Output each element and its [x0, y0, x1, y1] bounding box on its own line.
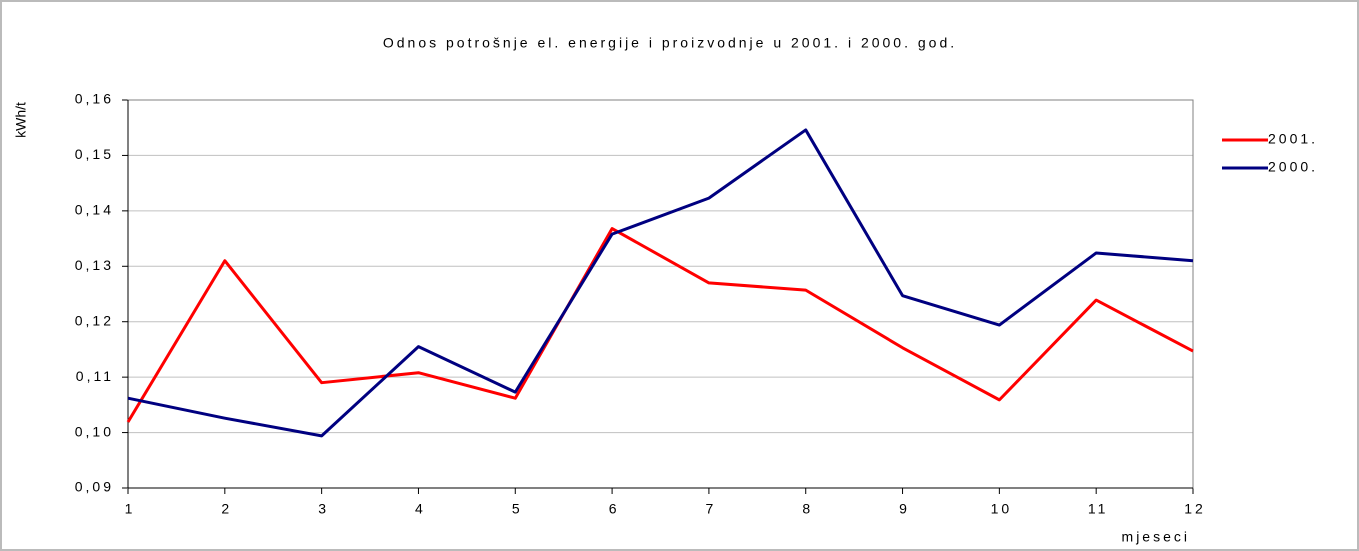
x-tick-label: 2: [221, 501, 232, 517]
y-tick-label: 0,13: [75, 257, 114, 273]
x-tick-label: 4: [415, 501, 426, 517]
x-tick-label: 9: [899, 501, 910, 517]
y-tick-label: 0,15: [75, 146, 114, 162]
y-tick-label: 0,14: [75, 202, 114, 218]
y-tick-label: 0,16: [75, 91, 114, 107]
legend-label: 2001.: [1268, 131, 1318, 147]
line-series: [126, 227, 1194, 423]
y-tick-label: 0,10: [75, 423, 114, 439]
x-axis-label: mjeseci: [1122, 529, 1190, 545]
x-tick-label: 6: [609, 501, 620, 517]
x-tick-label: 11: [1088, 501, 1109, 517]
y-axis-label: kWh/t: [13, 102, 29, 138]
y-tick-label: 0,11: [76, 368, 114, 384]
x-tick-label: 5: [512, 501, 523, 517]
line-series: [127, 128, 1194, 438]
y-tick-label: 0,09: [75, 479, 114, 495]
y-tick-label: 0,12: [75, 312, 114, 328]
chart-title: Odnos potrošnje el. energije i proizvodn…: [383, 35, 957, 51]
x-tick-label: 12: [1184, 501, 1206, 517]
x-tick-label: 8: [802, 501, 813, 517]
x-tick-label: 7: [706, 501, 717, 517]
legend-label: 2000.: [1268, 159, 1318, 175]
x-tick-label: 10: [991, 501, 1013, 517]
x-tick-label: 1: [125, 501, 136, 517]
x-tick-label: 3: [318, 501, 329, 517]
